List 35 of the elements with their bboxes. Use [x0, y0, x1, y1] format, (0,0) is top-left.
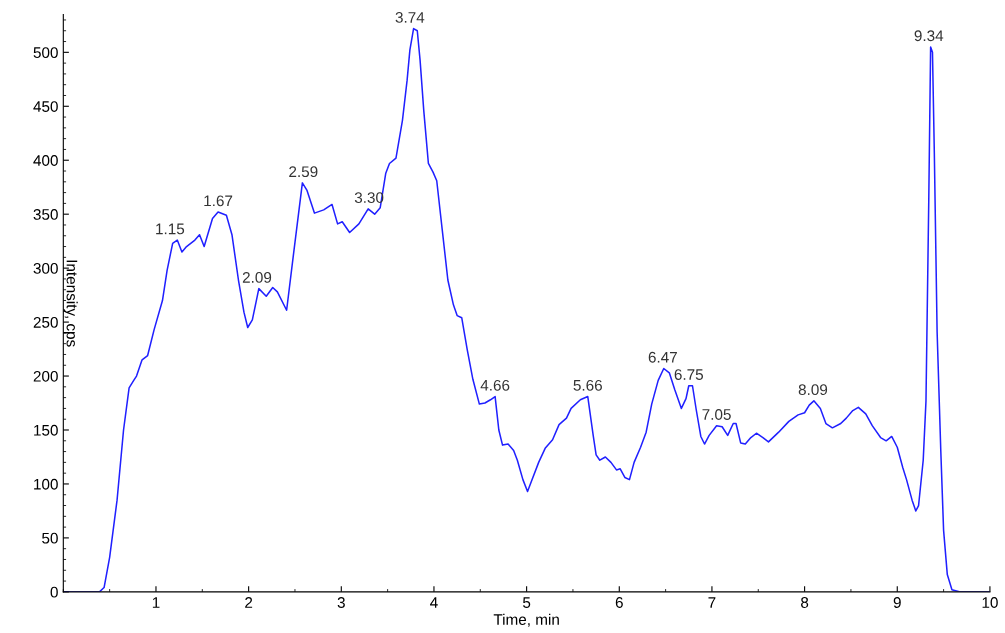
x-tick-label: 10: [982, 597, 998, 608]
x-tick-label: 3: [337, 597, 345, 608]
annotation: 2.59: [289, 166, 318, 178]
x-tick-label: 1: [152, 597, 160, 608]
y-tick-label: 50: [42, 532, 58, 544]
y-tick-label: 150: [34, 424, 58, 436]
y-tick-label: 400: [33, 155, 58, 166]
y-axis-title: Intensity, cps: [63, 260, 78, 347]
annotation: 5.66: [573, 379, 602, 391]
y-tick-label: 500: [33, 47, 58, 59]
x-tick-label: 9: [893, 597, 901, 608]
x-axis-title: Time, min: [493, 613, 559, 627]
annotation: 3.74: [395, 11, 425, 23]
annotation: 1.67: [204, 195, 233, 207]
x-tick-label: 2: [245, 597, 253, 608]
y-tick-label: 250: [33, 316, 58, 328]
y-tick-label: 350: [33, 209, 58, 220]
annotation: 8.09: [798, 384, 828, 396]
annotation: 7.05: [702, 409, 731, 420]
y-tick-label: 450: [33, 101, 58, 112]
x-tick-label: 7: [708, 597, 716, 608]
annotation: 6.75: [674, 369, 704, 380]
annotation: 4.66: [480, 379, 510, 391]
annotation: 9.34: [914, 30, 944, 42]
x-tick-label: 4: [430, 597, 438, 608]
annotation: 6.47: [648, 351, 677, 363]
annotation: 1.15: [156, 223, 185, 235]
x-tick-label: 5: [522, 597, 531, 608]
x-tick-label: 8: [801, 597, 809, 608]
x-tick-label: 6: [615, 597, 623, 608]
annotation: 2.09: [242, 272, 272, 283]
y-tick-label: 100: [34, 478, 58, 490]
y-tick-label: 0: [50, 586, 58, 598]
y-tick-label: 200: [33, 370, 58, 382]
y-tick-label: 300: [33, 263, 58, 274]
